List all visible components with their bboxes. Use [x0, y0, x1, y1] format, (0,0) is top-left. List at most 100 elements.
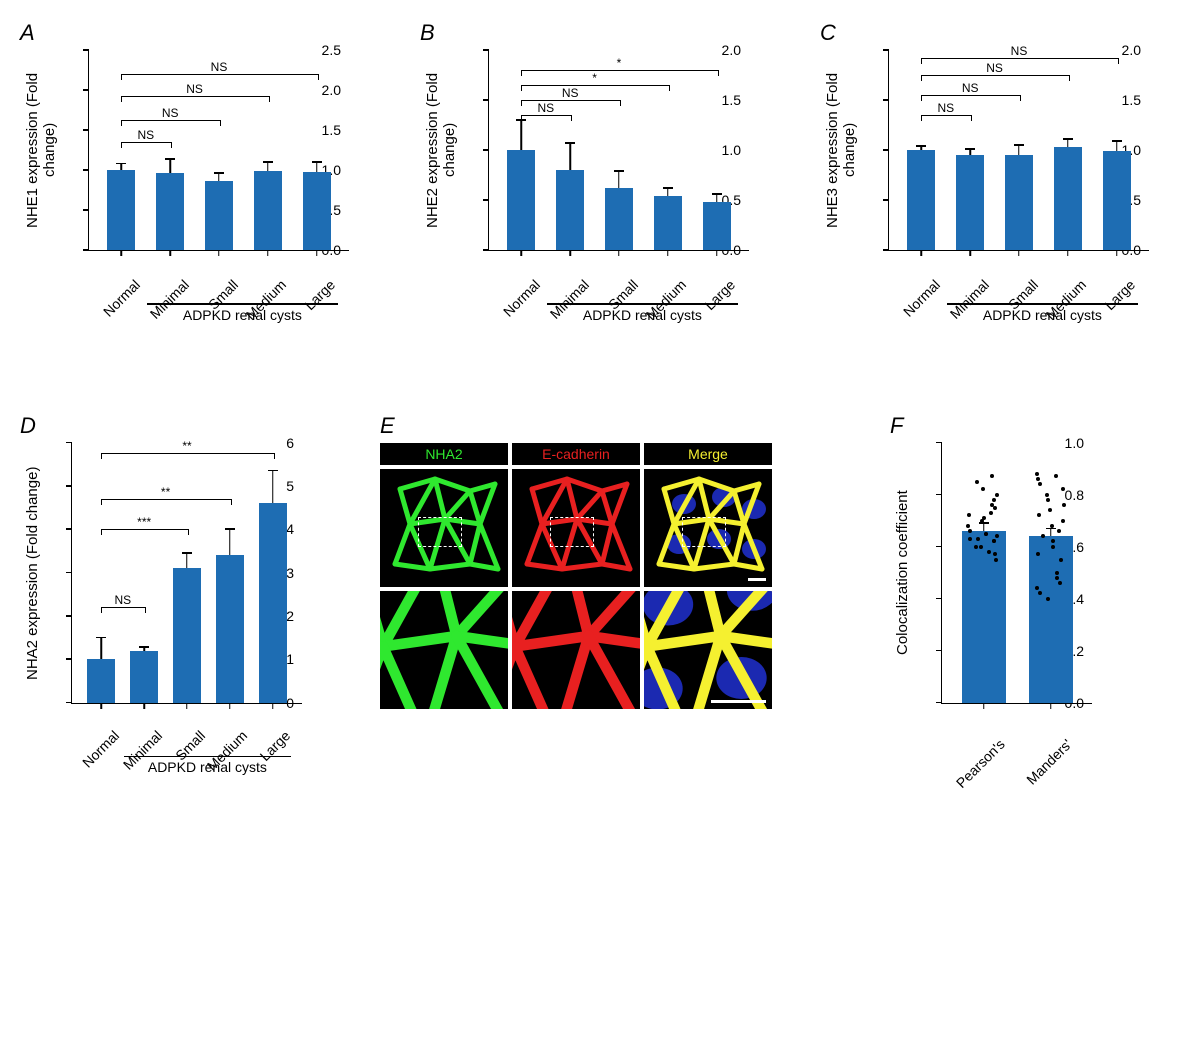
x-tick-label: Large: [263, 708, 293, 738]
scatter-point: [987, 550, 991, 554]
significance-bracket: [121, 120, 221, 126]
x-tick-label: Minimal: [559, 255, 594, 290]
x-tick-label: Medium: [1057, 255, 1092, 290]
scatter-point: [994, 558, 998, 562]
y-axis-label: NHA2 expression (Fold change): [20, 443, 41, 703]
scatter-point: [1045, 493, 1049, 497]
scatter-point: [1054, 474, 1058, 478]
bar-group: [995, 155, 1044, 250]
bar: [1029, 536, 1073, 702]
x-tick-label: Medium: [657, 255, 692, 290]
x-tick-label: Medium: [220, 708, 250, 738]
significance-label: NS: [137, 128, 154, 142]
bar-group: [243, 171, 292, 250]
bar: [254, 171, 282, 250]
microscopy-image: [644, 591, 772, 709]
bar: [556, 170, 584, 250]
bar-group: [1017, 536, 1084, 702]
scatter-point: [974, 545, 978, 549]
significance-bracket: [101, 453, 274, 459]
scatter-point: [995, 493, 999, 497]
chart-area: Colocalization coefficient 0.00.20.40.60.…: [890, 443, 1170, 708]
scatter-point: [1038, 482, 1042, 486]
chart-area: NHE3 expression (Fold change)0.00.51.01.…: [820, 50, 1190, 323]
bar-group: [146, 173, 195, 250]
significance-bracket: [521, 100, 621, 106]
scatter-point: [966, 524, 970, 528]
x-tick-label: Large: [705, 255, 740, 290]
scatter-point: [979, 545, 983, 549]
bar: [87, 659, 115, 702]
panel-d: DNHA2 expression (Fold change)01234561.0…: [20, 413, 340, 776]
microscopy-image: [512, 469, 640, 587]
y-axis-label: NHE3 expression (Fold change): [820, 50, 858, 250]
x-tick-label: Manders': [1036, 708, 1083, 755]
bar-group: [497, 150, 546, 250]
bar-group: 1.2: [123, 651, 166, 703]
bar-group: 3.1: [166, 568, 209, 702]
bar: [156, 173, 184, 250]
significance-bracket: [121, 74, 318, 80]
x-tick-label: Large: [305, 255, 340, 290]
scatter-point: [1050, 524, 1054, 528]
scatter-point: [1061, 519, 1065, 523]
significance-label: **: [161, 485, 170, 499]
x-tick-label: Normal: [510, 255, 545, 290]
scatter-point: [1036, 552, 1040, 556]
bar-group: [897, 150, 946, 250]
y-axis-label: Colocalization coefficient: [890, 443, 911, 703]
plot-region: 0.00.20.40.60.81.0: [941, 443, 1092, 704]
scatter-point: [975, 480, 979, 484]
significance-bracket: [521, 85, 669, 91]
x-tick-label: Normal: [92, 708, 122, 738]
scatter-point: [1048, 508, 1052, 512]
bar-group: [1043, 147, 1092, 250]
panel-e: E NHA2E-cadherinMerge: [380, 413, 850, 776]
panel-a: ANHE1 expression (Fold change)0.00.51.01…: [20, 20, 390, 323]
bar: [259, 503, 287, 702]
panel-label: F: [890, 413, 1170, 439]
scatter-point: [1036, 477, 1040, 481]
scatter-point: [1046, 498, 1050, 502]
x-tick-label: Small: [177, 708, 207, 738]
chart-area: NHE1 expression (Fold change)0.00.51.01.…: [20, 50, 390, 323]
significance-label: NS: [186, 82, 203, 96]
y-axis-label: NHE1 expression (Fold change): [20, 50, 58, 250]
x-tick-label: Small: [208, 255, 243, 290]
x-tick-label: Pearson's: [969, 708, 1016, 755]
scale-bar: [711, 700, 766, 703]
bar-group: 3.4: [208, 555, 251, 702]
scatter-point: [990, 503, 994, 507]
bar: [130, 651, 158, 703]
bar: [962, 531, 1006, 703]
scatter-point: [1055, 576, 1059, 580]
x-tick-label: Large: [1105, 255, 1140, 290]
x-tick-label: Minimal: [159, 255, 194, 290]
scatter-point: [1035, 472, 1039, 476]
bar-group: [643, 196, 692, 250]
bar-group: 4.6: [251, 503, 294, 702]
x-tick-label: Normal: [910, 255, 945, 290]
figure-bottom-row: DNHA2 expression (Fold change)01234561.0…: [20, 413, 1180, 776]
significance-bracket: [101, 529, 189, 535]
significance-bracket: [121, 142, 172, 148]
bar-group: [595, 188, 644, 250]
bar: [1103, 151, 1131, 250]
chart-area: NHE2 expression (Fold change)0.00.51.01.…: [420, 50, 790, 323]
significance-label: NS: [1011, 44, 1028, 58]
microscopy-image: [380, 591, 508, 709]
bar: [907, 150, 935, 250]
microscopy-channel-header: E-cadherin: [512, 443, 640, 465]
microscopy-grid: NHA2E-cadherinMerge: [380, 443, 850, 709]
scatter-point: [1046, 597, 1050, 601]
chart-area: NHA2 expression (Fold change)01234561.01…: [20, 443, 340, 776]
bar: [1005, 155, 1033, 250]
significance-label: NS: [211, 60, 228, 74]
plot-region: 0.00.51.01.52.0NSNS**: [488, 50, 749, 251]
bar-group: [97, 170, 146, 250]
bar: [1054, 147, 1082, 250]
panel-c: CNHE3 expression (Fold change)0.00.51.01…: [820, 20, 1190, 323]
bar: [303, 172, 331, 250]
roi-box: [418, 517, 462, 547]
significance-label: ***: [137, 515, 151, 529]
